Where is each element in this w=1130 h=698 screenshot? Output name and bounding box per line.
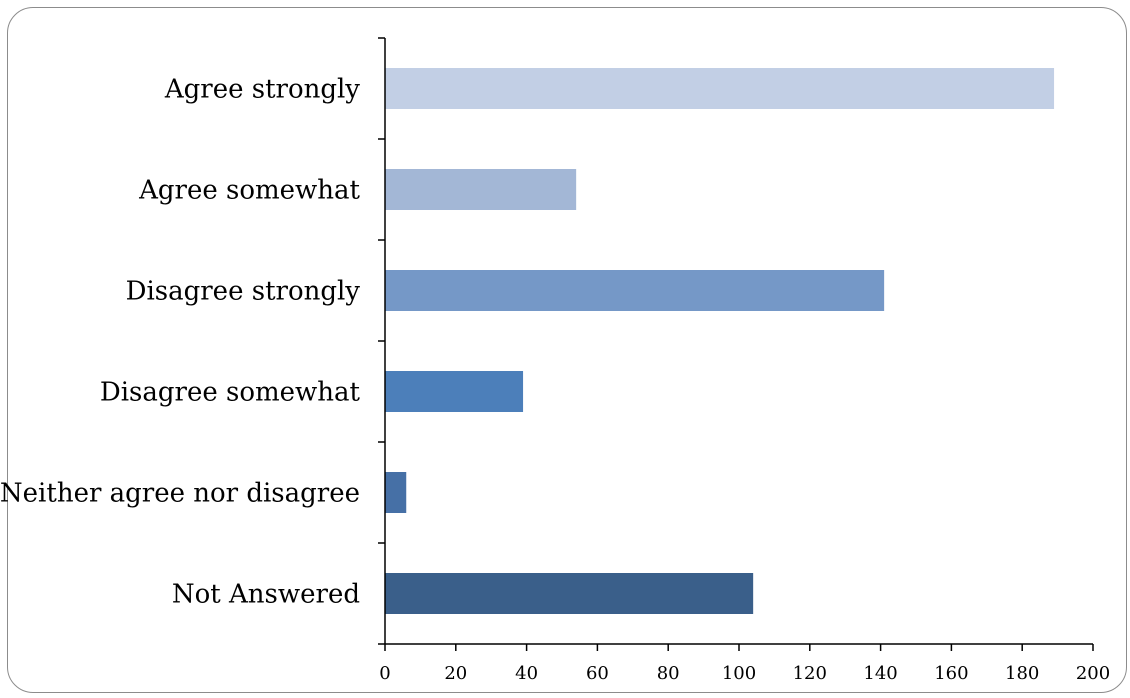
bar-2 bbox=[385, 270, 885, 311]
category-label-1: Agree somewhat bbox=[138, 176, 360, 206]
x-tick-label-8: 160 bbox=[934, 663, 968, 684]
x-tick-label-1: 20 bbox=[444, 663, 467, 684]
bar-4 bbox=[385, 472, 407, 513]
x-tick-label-9: 180 bbox=[1005, 663, 1039, 684]
bars-group bbox=[385, 68, 1055, 614]
bar-1 bbox=[385, 169, 577, 210]
x-tick-label-6: 120 bbox=[793, 663, 827, 684]
x-tick-label-10: 200 bbox=[1076, 663, 1110, 684]
bar-0 bbox=[385, 68, 1055, 109]
category-label-3: Disagree somewhat bbox=[100, 378, 361, 408]
x-tick-label-5: 100 bbox=[722, 663, 756, 684]
category-label-0: Agree strongly bbox=[164, 75, 360, 105]
x-tick-label-7: 140 bbox=[863, 663, 897, 684]
axes-group bbox=[378, 37, 1094, 651]
bar-5 bbox=[385, 573, 754, 614]
x-tick-label-0: 0 bbox=[379, 663, 390, 684]
x-tick-label-2: 40 bbox=[515, 663, 538, 684]
x-tick-label-3: 60 bbox=[586, 663, 609, 684]
x-tick-label-4: 80 bbox=[657, 663, 680, 684]
category-label-5: Not Answered bbox=[172, 580, 360, 610]
labels-group: Agree strongly Agree somewhat Disagree str… bbox=[0, 75, 1110, 685]
category-label-4: Neither agree nor disagree bbox=[0, 479, 360, 509]
bar-3 bbox=[385, 371, 524, 412]
category-label-2: Disagree strongly bbox=[126, 277, 361, 307]
